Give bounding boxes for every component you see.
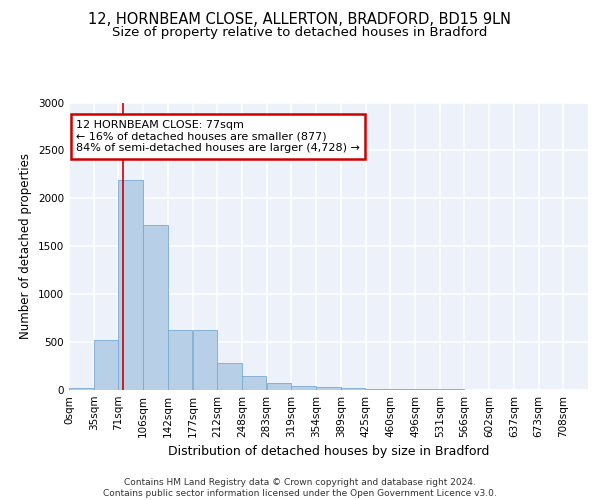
Bar: [242, 376, 266, 390]
Bar: [168, 330, 193, 390]
Bar: [118, 180, 143, 390]
Bar: [193, 330, 217, 390]
Text: 12 HORNBEAM CLOSE: 77sqm
← 16% of detached houses are smaller (877)
84% of semi-: 12 HORNBEAM CLOSE: 77sqm ← 16% of detach…: [76, 120, 360, 153]
Bar: [267, 384, 291, 390]
Bar: [365, 388, 390, 390]
Bar: [217, 363, 242, 390]
Bar: [415, 389, 439, 390]
Text: Contains HM Land Registry data © Crown copyright and database right 2024.
Contai: Contains HM Land Registry data © Crown c…: [103, 478, 497, 498]
Bar: [341, 388, 365, 390]
Bar: [69, 388, 94, 390]
Bar: [316, 387, 341, 390]
Text: Size of property relative to detached houses in Bradford: Size of property relative to detached ho…: [112, 26, 488, 39]
Bar: [390, 389, 415, 390]
Bar: [143, 225, 167, 390]
Text: 12, HORNBEAM CLOSE, ALLERTON, BRADFORD, BD15 9LN: 12, HORNBEAM CLOSE, ALLERTON, BRADFORD, …: [89, 12, 511, 28]
Y-axis label: Number of detached properties: Number of detached properties: [19, 153, 32, 340]
Bar: [440, 388, 464, 390]
X-axis label: Distribution of detached houses by size in Bradford: Distribution of detached houses by size …: [168, 446, 489, 458]
Bar: [292, 386, 316, 390]
Bar: [94, 340, 118, 390]
